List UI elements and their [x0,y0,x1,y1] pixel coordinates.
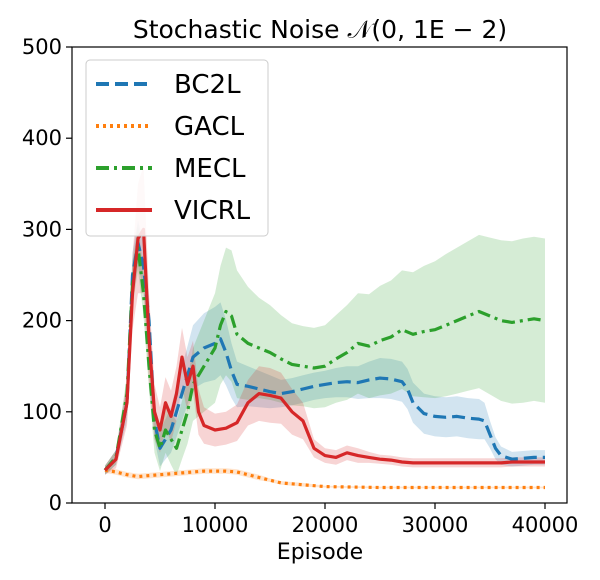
y-tick-label: 200 [22,309,62,333]
mecl-series-line [103,246,546,472]
confidence-bands [105,165,545,489]
x-axis-title: Episode [277,540,363,565]
series-lines [103,227,546,490]
x-tick-label: 10000 [182,513,249,537]
y-tick-label: 400 [22,126,62,150]
legend-label-gacl: GACL [174,112,245,142]
legend-frame [85,59,269,237]
legend-label-bc2l: BC2L [174,70,241,100]
plot-frame [71,46,568,504]
y-tick-label: 500 [22,35,62,59]
x-tick-label: 20000 [292,513,359,537]
x-tick-label: 30000 [402,513,469,537]
chart-title: Stochastic Noise 𝒩(0, 1E − 2) [133,15,507,44]
gacl-band [105,467,545,489]
bc2l-band [105,220,545,475]
x-tick-label: 40000 [512,513,579,537]
legend-label-vicrl: VICRL [174,196,251,226]
gacl-series-line [104,468,545,490]
y-tick-label: 0 [49,491,62,515]
y-tick-label: 300 [22,217,62,241]
legend: BC2L GACL MECL VICRL [85,59,269,237]
vicrl-series-line [103,227,545,472]
mecl-band [105,224,545,476]
y-axis: 0 100 200 300 400 500 [22,35,72,515]
x-tick-label: 0 [98,513,111,537]
x-axis: 0 10000 20000 30000 40000 [98,503,578,537]
legend-label-mecl: MECL [174,154,246,184]
y-tick-label: 100 [22,400,62,424]
